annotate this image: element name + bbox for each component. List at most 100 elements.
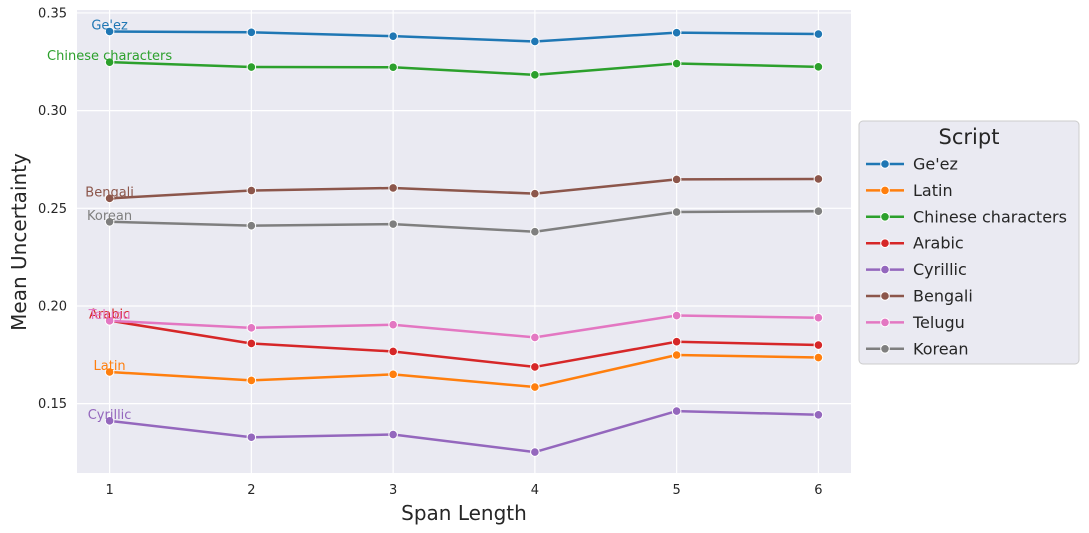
data-point	[246, 375, 257, 386]
data-point	[530, 332, 540, 343]
legend-label: Arabic	[913, 234, 964, 253]
data-point	[104, 193, 115, 204]
y-tick-label: 0.35	[38, 6, 67, 21]
legend-entry: Arabic	[866, 234, 964, 253]
series-label: Ge'ez	[91, 18, 128, 33]
data-point	[671, 174, 682, 185]
data-point	[671, 207, 682, 217]
data-point	[246, 432, 257, 443]
data-point	[530, 70, 540, 80]
legend-marker	[880, 317, 890, 328]
series-label: Bengali	[85, 185, 134, 200]
data-point	[813, 352, 824, 363]
data-point	[388, 319, 398, 330]
data-point	[813, 312, 824, 323]
x-tick-label: 1	[105, 483, 113, 498]
legend-entry: Chinese characters	[866, 207, 1067, 226]
legend-marker	[880, 264, 890, 275]
x-tick-label: 3	[389, 483, 397, 498]
data-point	[530, 447, 540, 457]
data-point	[246, 27, 257, 38]
series-lines	[104, 26, 824, 457]
data-point	[388, 183, 398, 193]
legend-label: Cyrillic	[913, 260, 967, 279]
series-label: Telugu	[88, 308, 131, 323]
series-line	[109, 177, 819, 200]
legend-entry: Ge'ez	[866, 155, 958, 174]
legend-label: Ge'ez	[913, 155, 958, 174]
legend-entry: Latin	[866, 181, 953, 200]
series-line	[109, 353, 819, 389]
data-point	[671, 336, 682, 347]
data-point	[671, 58, 682, 69]
legend-marker	[880, 159, 890, 169]
legend-entries: Ge'ez Latin Chinese characters Arabic Cyrill…	[866, 155, 1067, 358]
data-point	[246, 62, 257, 72]
series-label: Latin	[94, 359, 126, 374]
series-line	[109, 409, 819, 454]
data-point	[530, 188, 540, 199]
legend-marker	[880, 291, 890, 301]
y-tick-label: 0.15	[38, 397, 67, 412]
legend-entry: Bengali	[866, 287, 973, 306]
y-tick-label: 0.25	[38, 202, 67, 217]
data-point	[530, 36, 540, 47]
grid-lines	[77, 10, 851, 473]
legend-marker	[880, 344, 890, 354]
data-point	[388, 31, 398, 41]
y-tick-label: 0.20	[38, 299, 67, 314]
data-point	[104, 216, 115, 227]
data-point	[246, 338, 257, 349]
legend-entry: Korean	[866, 339, 969, 358]
series-label: Korean	[87, 209, 132, 224]
series-line	[109, 314, 819, 339]
data-point	[104, 416, 115, 426]
series-ge-ez	[104, 26, 824, 47]
series-telugu	[104, 310, 824, 343]
data-point	[671, 350, 682, 360]
legend-label: Latin	[913, 181, 953, 200]
legend: Script Ge'ez Latin Chinese characters Arabi…	[858, 120, 1080, 365]
x-tick-labels: 1 2 3 4 5 6	[105, 483, 822, 498]
legend-title: Script	[939, 125, 1000, 149]
data-point	[104, 367, 115, 377]
series-cyrillic	[104, 406, 824, 457]
data-point	[530, 362, 540, 372]
legend-label: Bengali	[913, 287, 973, 306]
series-korean	[104, 206, 824, 237]
y-tick-label: 0.30	[38, 104, 67, 119]
x-tick-label: 5	[672, 483, 680, 498]
data-point	[530, 382, 540, 392]
legend-label: Korean	[913, 339, 969, 358]
x-tick-label: 6	[814, 483, 822, 498]
series-bengali	[104, 174, 824, 204]
data-point	[813, 174, 824, 184]
x-tick-label: 4	[531, 483, 539, 498]
legend-marker	[880, 212, 890, 222]
data-point	[104, 316, 115, 326]
legend-box	[858, 120, 1080, 365]
legend-label: Chinese characters	[913, 207, 1067, 226]
legend-marker	[880, 185, 890, 196]
data-point	[813, 340, 824, 350]
plot-area	[77, 10, 851, 473]
legend-entry: Cyrillic	[866, 260, 967, 279]
series-line	[109, 30, 819, 43]
series-latin	[104, 350, 824, 392]
series-label: Cyrillic	[88, 408, 132, 423]
series-chinese-characters	[104, 57, 824, 80]
series-end-labels: Ge'ez Latin Chinese characters Arabic Cyrill…	[47, 18, 172, 422]
x-tick-label: 2	[247, 483, 255, 498]
data-point	[246, 185, 257, 196]
data-point	[246, 220, 257, 231]
data-point	[388, 62, 398, 73]
data-point	[813, 409, 824, 420]
series-label: Arabic	[89, 308, 130, 323]
data-point	[530, 226, 540, 237]
data-point	[388, 429, 398, 440]
data-point	[388, 219, 398, 229]
data-point	[671, 310, 682, 321]
y-tick-labels: 0.15 0.20 0.25 0.30 0.35	[38, 6, 67, 412]
data-point	[813, 62, 824, 72]
